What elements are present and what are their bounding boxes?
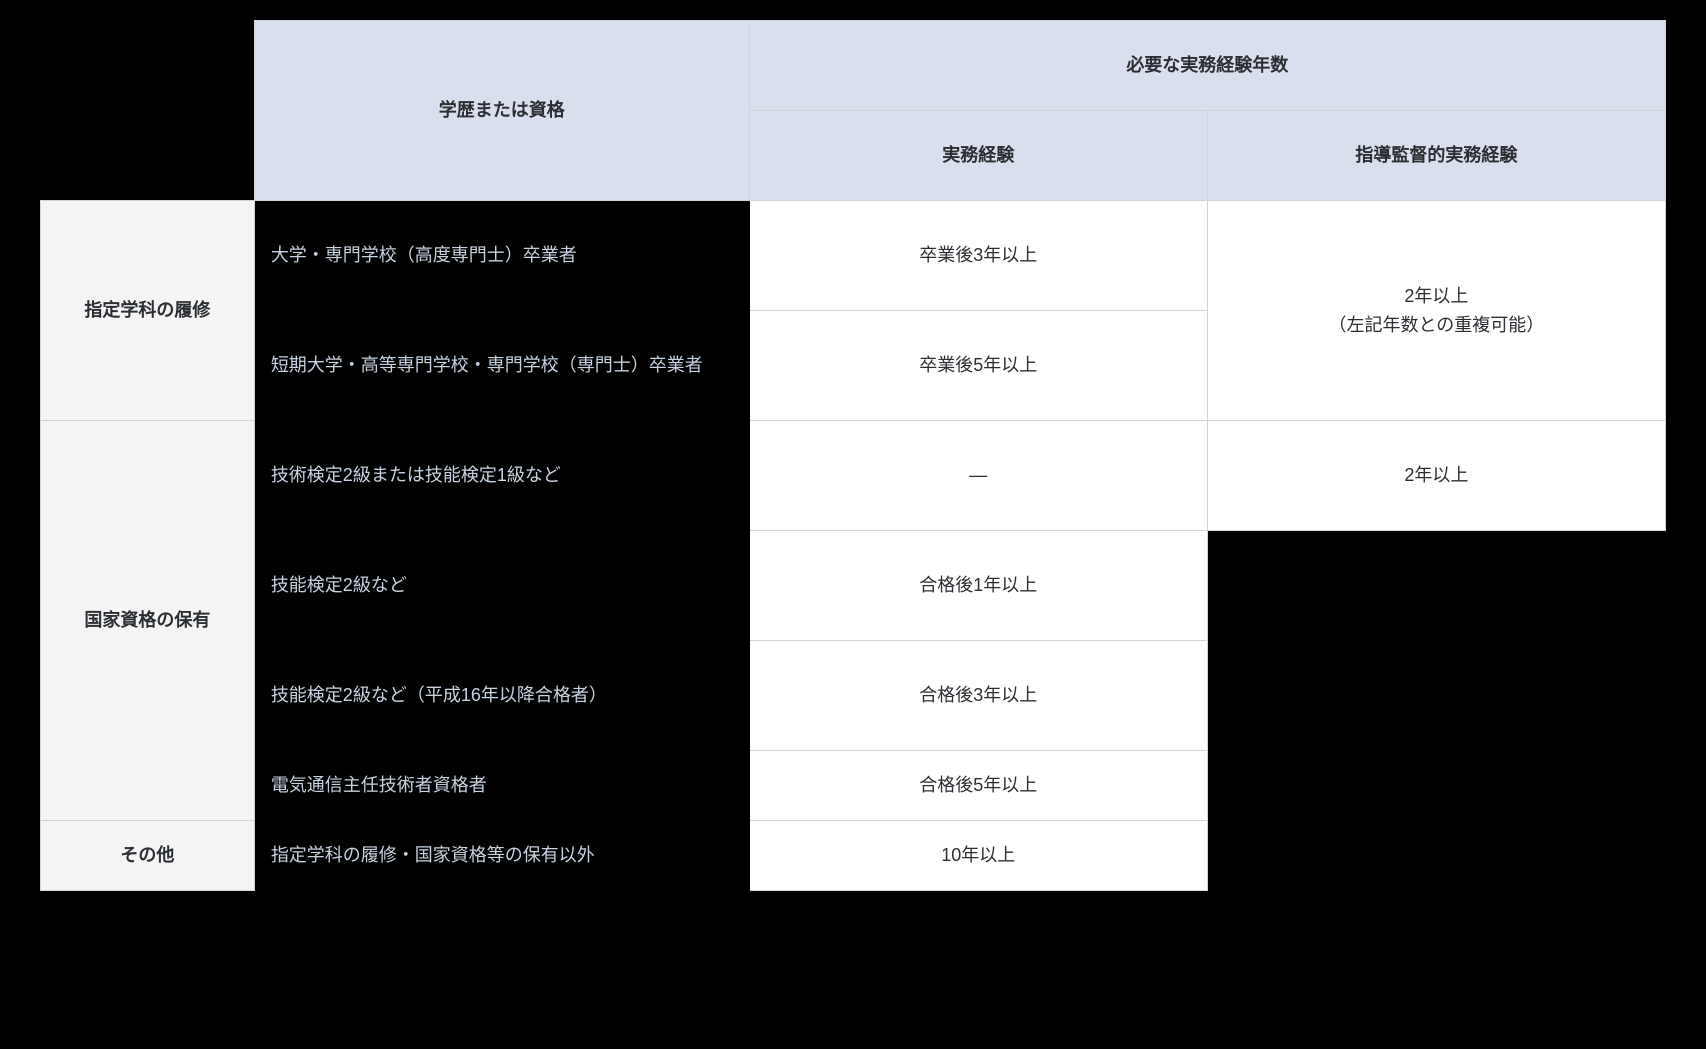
header-supervisory: 指導監督的実務経験 <box>1207 111 1665 201</box>
table-row: 指定学科の履修 大学・専門学校（高度専門士）卒業者 卒業後3年以上 2年以上 （… <box>41 201 1666 311</box>
header-years-group: 必要な実務経験年数 <box>749 21 1665 111</box>
cell-qual: 電気通信主任技術者資格者 <box>254 751 749 821</box>
cell-practical: ― <box>749 421 1207 531</box>
cell-blank <box>1207 531 1665 891</box>
cell-practical: 合格後5年以上 <box>749 751 1207 821</box>
cell-qual: 指定学科の履修・国家資格等の保有以外 <box>254 821 749 891</box>
cell-qual: 技能検定2級など（平成16年以降合格者） <box>254 641 749 751</box>
qualification-table: 学歴または資格 必要な実務経験年数 実務経験 指導監督的実務経験 指定学科の履修… <box>40 20 1666 891</box>
cell-qual: 大学・専門学校（高度専門士）卒業者 <box>254 201 749 311</box>
header-practical: 実務経験 <box>749 111 1207 201</box>
cell-practical: 合格後3年以上 <box>749 641 1207 751</box>
cell-text-line: （左記年数との重複可能） <box>1218 311 1655 340</box>
cell-practical: 10年以上 <box>749 821 1207 891</box>
cell-text-line: 2年以上 <box>1218 282 1655 311</box>
rowhead-other: その他 <box>41 821 255 891</box>
rowhead-designated-course: 指定学科の履修 <box>41 201 255 421</box>
corner-blank <box>41 21 255 201</box>
cell-qual: 技能検定2級など <box>254 531 749 641</box>
cell-supervisory: 2年以上 （左記年数との重複可能） <box>1207 201 1665 421</box>
table-row: 国家資格の保有 技術検定2級または技能検定1級など ― 2年以上 <box>41 421 1666 531</box>
header-qualification: 学歴または資格 <box>254 21 749 201</box>
cell-practical: 卒業後3年以上 <box>749 201 1207 311</box>
cell-supervisory: 2年以上 <box>1207 421 1665 531</box>
cell-qual: 短期大学・高等専門学校・専門学校（専門士）卒業者 <box>254 311 749 421</box>
cell-practical: 合格後1年以上 <box>749 531 1207 641</box>
cell-qual: 技術検定2級または技能検定1級など <box>254 421 749 531</box>
table-row: 技能検定2級など 合格後1年以上 <box>41 531 1666 641</box>
rowhead-national-cert: 国家資格の保有 <box>41 421 255 821</box>
cell-practical: 卒業後5年以上 <box>749 311 1207 421</box>
